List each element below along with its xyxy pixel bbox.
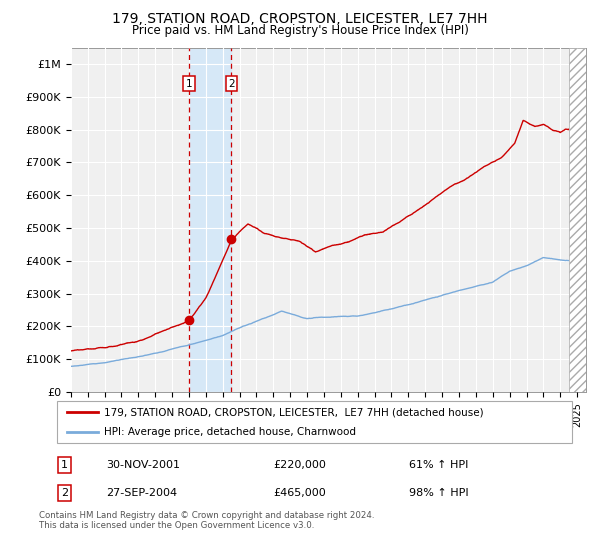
Text: 2: 2 <box>61 488 68 498</box>
Text: Price paid vs. HM Land Registry's House Price Index (HPI): Price paid vs. HM Land Registry's House … <box>131 24 469 37</box>
Text: £220,000: £220,000 <box>273 460 326 470</box>
Bar <box>189 48 231 392</box>
Text: 179, STATION ROAD, CROPSTON, LEICESTER, LE7 7HH: 179, STATION ROAD, CROPSTON, LEICESTER, … <box>112 12 488 26</box>
Text: 179, STATION ROAD, CROPSTON, LEICESTER,  LE7 7HH (detached house): 179, STATION ROAD, CROPSTON, LEICESTER, … <box>104 407 483 417</box>
Text: 1: 1 <box>61 460 68 470</box>
Text: 61% ↑ HPI: 61% ↑ HPI <box>409 460 469 470</box>
Text: 30-NOV-2001: 30-NOV-2001 <box>106 460 180 470</box>
Text: 27-SEP-2004: 27-SEP-2004 <box>106 488 178 498</box>
FancyBboxPatch shape <box>56 401 572 444</box>
Text: 1: 1 <box>185 79 192 89</box>
Text: 2: 2 <box>228 79 235 89</box>
Bar <box>569 48 586 392</box>
Text: Contains HM Land Registry data © Crown copyright and database right 2024.
This d: Contains HM Land Registry data © Crown c… <box>39 511 374 530</box>
Text: £465,000: £465,000 <box>273 488 326 498</box>
Text: 98% ↑ HPI: 98% ↑ HPI <box>409 488 469 498</box>
Text: HPI: Average price, detached house, Charnwood: HPI: Average price, detached house, Char… <box>104 427 356 437</box>
